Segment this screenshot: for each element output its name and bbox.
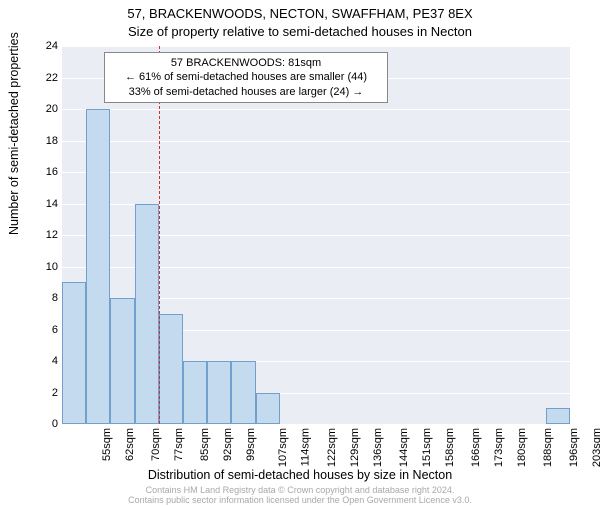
- gridline: [62, 109, 570, 110]
- y-tick-label: 22: [34, 72, 58, 84]
- chart-title-2: Size of property relative to semi-detach…: [0, 24, 600, 39]
- chart-footer: Contains HM Land Registry data © Crown c…: [0, 486, 600, 506]
- x-axis-label: Distribution of semi-detached houses by …: [0, 468, 600, 482]
- y-tick-label: 4: [34, 355, 58, 367]
- annotation-line: ← 61% of semi-detached houses are smalle…: [111, 70, 381, 84]
- histogram-bar: [86, 109, 110, 424]
- x-tick-label: 188sqm: [542, 428, 554, 467]
- x-tick-label: 180sqm: [516, 428, 528, 467]
- y-tick-label: 20: [34, 103, 58, 115]
- x-tick-label: 166sqm: [470, 428, 482, 467]
- histogram-bar: [207, 361, 231, 424]
- x-tick-label: 99sqm: [245, 428, 257, 461]
- histogram-bar: [256, 393, 280, 425]
- x-tick-label: 158sqm: [444, 428, 456, 467]
- gridline: [62, 46, 570, 47]
- x-tick-label: 77sqm: [173, 428, 185, 461]
- x-tick-label: 107sqm: [277, 428, 289, 467]
- gridline: [62, 172, 570, 173]
- y-tick-label: 8: [34, 292, 58, 304]
- chart-title-1: 57, BRACKENWOODS, NECTON, SWAFFHAM, PE37…: [0, 6, 600, 21]
- x-tick-label: 62sqm: [124, 428, 136, 461]
- x-tick-label: 136sqm: [372, 428, 384, 467]
- x-tick-label: 85sqm: [199, 428, 211, 461]
- y-tick-label: 0: [34, 418, 58, 430]
- footer-line-2: Contains public sector information licen…: [0, 496, 600, 506]
- x-tick-label: 203sqm: [591, 428, 600, 467]
- histogram-bar: [62, 282, 86, 424]
- annotation-line: 33% of semi-detached houses are larger (…: [111, 85, 381, 99]
- annotation-box: 57 BRACKENWOODS: 81sqm← 61% of semi-deta…: [104, 52, 388, 103]
- histogram-bar: [546, 408, 570, 424]
- chart-plot-area: 57 BRACKENWOODS: 81sqm← 61% of semi-deta…: [62, 46, 570, 424]
- histogram-bar: [231, 361, 255, 424]
- histogram-bar: [110, 298, 134, 424]
- gridline: [62, 424, 570, 425]
- histogram-bar: [159, 314, 183, 424]
- y-tick-label: 24: [34, 40, 58, 52]
- y-tick-label: 18: [34, 135, 58, 147]
- histogram-bar: [183, 361, 207, 424]
- annotation-line: 57 BRACKENWOODS: 81sqm: [111, 56, 381, 70]
- x-tick-label: 129sqm: [349, 428, 361, 467]
- y-tick-label: 2: [34, 387, 58, 399]
- x-tick-label: 173sqm: [493, 428, 505, 467]
- x-tick-label: 70sqm: [150, 428, 162, 461]
- y-tick-label: 14: [34, 198, 58, 210]
- y-axis-label: Number of semi-detached properties: [7, 32, 21, 235]
- y-tick-label: 6: [34, 324, 58, 336]
- x-tick-label: 196sqm: [568, 428, 580, 467]
- x-tick-label: 114sqm: [299, 428, 311, 466]
- histogram-bar: [135, 204, 159, 425]
- x-tick-label: 92sqm: [222, 428, 234, 461]
- x-tick-label: 55sqm: [101, 428, 113, 461]
- x-tick-label: 151sqm: [421, 428, 433, 467]
- y-tick-label: 12: [34, 229, 58, 241]
- y-tick-label: 10: [34, 261, 58, 273]
- gridline: [62, 141, 570, 142]
- x-tick-label: 144sqm: [398, 428, 410, 467]
- y-tick-label: 16: [34, 166, 58, 178]
- x-tick-label: 122sqm: [326, 428, 338, 467]
